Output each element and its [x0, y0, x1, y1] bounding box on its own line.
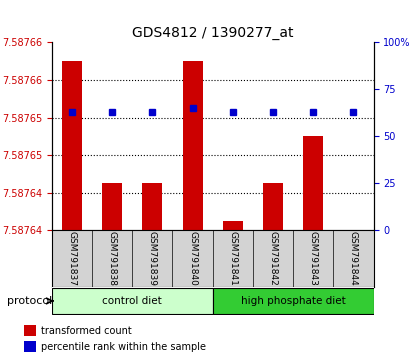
Bar [142, 183, 162, 230]
Bar [24, 325, 36, 336]
Text: percentile rank within the sample: percentile rank within the sample [42, 342, 206, 352]
Bar [102, 183, 122, 230]
Text: GSM791838: GSM791838 [107, 231, 117, 286]
Bar [183, 61, 203, 230]
Text: transformed count: transformed count [42, 326, 132, 336]
Bar [303, 137, 323, 230]
Bar [52, 288, 213, 314]
Bar [263, 183, 283, 230]
Text: GSM791839: GSM791839 [148, 231, 157, 286]
Text: GSM791844: GSM791844 [349, 231, 358, 286]
Bar [343, 230, 364, 249]
Text: GSM791843: GSM791843 [309, 231, 318, 286]
Bar [24, 341, 36, 353]
Bar [62, 61, 82, 230]
Text: high phosphate diet: high phosphate diet [241, 296, 345, 306]
Bar [213, 288, 374, 314]
Text: protocol: protocol [7, 296, 52, 306]
Text: GSM791837: GSM791837 [68, 231, 76, 286]
Text: GSM791840: GSM791840 [188, 231, 197, 286]
Bar [223, 221, 243, 230]
Text: GSM791842: GSM791842 [269, 231, 278, 286]
Text: GSM791841: GSM791841 [228, 231, 237, 286]
Text: control diet: control diet [103, 296, 162, 306]
Title: GDS4812 / 1390277_at: GDS4812 / 1390277_at [132, 26, 293, 40]
